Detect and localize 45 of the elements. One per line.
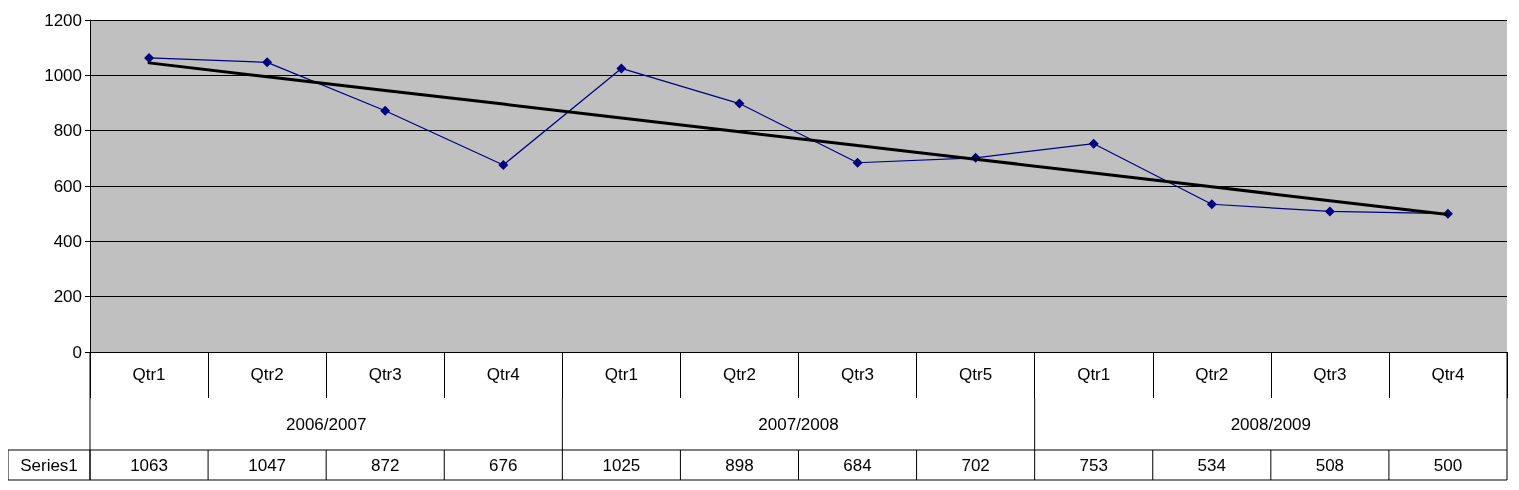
x-tick-label: Qtr3	[368, 365, 402, 384]
x-tick-label: Qtr1	[132, 365, 166, 384]
point	[262, 57, 273, 68]
point	[616, 63, 627, 74]
text: 2007/2008	[758, 414, 839, 434]
y-tick-label: 600	[53, 176, 82, 196]
x-tick-label: Qtr5	[959, 365, 993, 384]
y-tick-label: 1000	[44, 65, 82, 85]
point	[498, 159, 509, 170]
point	[380, 105, 391, 116]
data-label: 508	[1315, 455, 1345, 475]
point	[144, 52, 155, 63]
data-label: 872	[371, 455, 400, 475]
point	[1206, 199, 1217, 210]
data-label: 684	[843, 455, 872, 475]
y-tick-label: 400	[53, 231, 82, 251]
x-tick-label: Qtr1	[1077, 365, 1111, 384]
point	[734, 98, 745, 109]
y-tick-label: 0	[72, 342, 82, 362]
data-label: 702	[961, 455, 990, 475]
text: Series1	[20, 455, 78, 475]
x-tick-label: Qtr2	[1195, 365, 1229, 384]
y-tick-label: 800	[53, 121, 82, 141]
data-label: 500	[1433, 455, 1463, 475]
data-label: 1047	[248, 455, 287, 475]
data-label: 1025	[602, 455, 641, 475]
y-tick-label: 1200	[44, 10, 82, 30]
x-tick-label: Qtr2	[250, 365, 284, 384]
point	[1324, 206, 1335, 217]
y-tick-label: 200	[53, 287, 82, 307]
data-label: 534	[1197, 455, 1226, 475]
x-tick-label: Qtr4	[1431, 365, 1465, 384]
x-tick-label: Qtr1	[604, 365, 638, 384]
x-tick-label: Qtr3	[841, 365, 875, 384]
data-label: 753	[1079, 455, 1108, 475]
data-label: 1063	[130, 455, 168, 475]
data-label: 676	[489, 455, 518, 475]
point	[1088, 138, 1099, 149]
data-label: 898	[725, 455, 754, 475]
x-tick-label: Qtr4	[486, 365, 520, 384]
text: 2008/2009	[1230, 414, 1312, 434]
x-tick-label: Qtr2	[722, 365, 756, 384]
point	[852, 157, 863, 168]
x-tick-label: Qtr3	[1313, 365, 1347, 384]
text: 2006/2007	[285, 414, 367, 434]
